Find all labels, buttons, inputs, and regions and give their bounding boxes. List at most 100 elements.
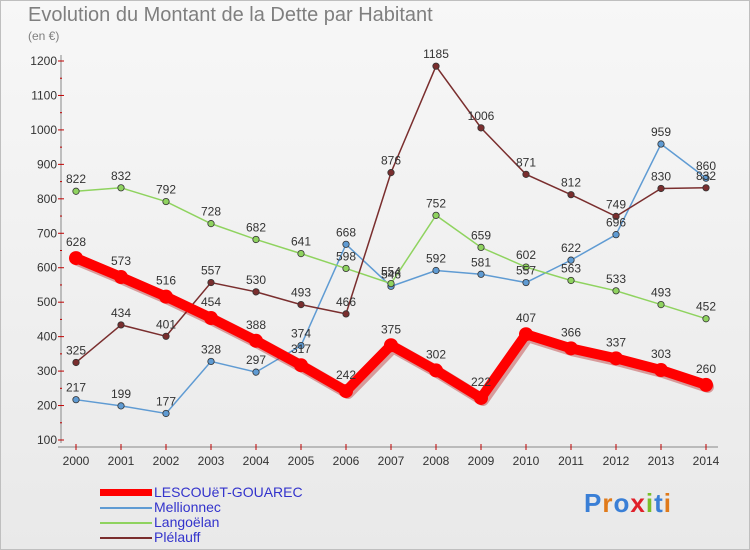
data-point <box>69 251 83 266</box>
data-point <box>564 341 578 356</box>
data-label: 222 <box>471 375 491 389</box>
data-label: 407 <box>516 311 536 325</box>
x-tick-label: 2014 <box>693 454 720 468</box>
legend-label: Langoëlan <box>154 514 220 530</box>
data-point <box>72 396 80 404</box>
data-point <box>117 321 125 329</box>
data-label: 516 <box>156 274 176 288</box>
data-point <box>207 357 215 366</box>
legend-label: Plélauff <box>154 529 201 545</box>
data-label: 668 <box>336 225 356 239</box>
legend-item-lescouet-gouarec[interactable]: LESCOUëT-GOUAREC <box>100 484 430 500</box>
data-point <box>339 384 353 399</box>
data-label: 557 <box>201 264 221 278</box>
data-label: 592 <box>426 251 446 265</box>
data-label: 812 <box>561 176 581 190</box>
data-point <box>612 287 620 295</box>
data-point <box>252 368 260 376</box>
y-axis-unit-label: (en €) <box>28 29 60 43</box>
x-tick-label: 2013 <box>648 454 675 468</box>
data-point <box>204 311 218 326</box>
legend-item-mellionnec[interactable]: Mellionnec <box>100 499 430 515</box>
data-point <box>567 191 575 199</box>
data-point <box>342 310 350 318</box>
logo-letter: i <box>663 488 672 518</box>
legend-item-plelauff[interactable]: Plélauff <box>100 529 430 545</box>
data-point <box>297 300 305 309</box>
data-label: 641 <box>291 235 311 249</box>
x-tick-label: 2009 <box>468 454 495 468</box>
legend: LESCOUëT-GOUAREC Mellionnec Langoëlan Pl… <box>100 484 430 545</box>
data-point <box>114 270 128 285</box>
y-tick-label: 1100 <box>31 88 57 102</box>
data-point <box>72 358 80 367</box>
data-point <box>609 351 623 366</box>
y-tick-label: 1000 <box>30 123 57 137</box>
data-label: 598 <box>336 249 356 263</box>
logo-letter: i <box>645 488 655 518</box>
data-label: 177 <box>156 394 176 408</box>
legend-swatch <box>100 489 152 496</box>
x-tick-label: 2003 <box>198 454 225 468</box>
data-label: 374 <box>291 327 311 341</box>
data-label: 366 <box>561 325 581 339</box>
data-point <box>567 276 575 285</box>
legend-swatch <box>100 522 152 524</box>
x-tick-label: 2008 <box>423 454 450 468</box>
x-tick-label: 2012 <box>603 454 630 468</box>
data-label: 493 <box>651 286 671 300</box>
data-label: 199 <box>111 387 131 401</box>
data-label: 297 <box>246 353 266 367</box>
data-point <box>249 333 263 348</box>
data-label: 337 <box>606 335 626 349</box>
data-point <box>522 170 530 178</box>
x-tick-label: 2005 <box>288 454 315 468</box>
data-point <box>654 363 668 378</box>
data-point <box>207 220 215 228</box>
data-label: 573 <box>111 254 131 268</box>
data-label: 860 <box>696 159 716 173</box>
data-point <box>432 211 440 219</box>
data-label: 466 <box>336 295 356 309</box>
x-tick-label: 2010 <box>513 454 540 468</box>
data-label: 533 <box>606 272 626 286</box>
data-label: 581 <box>471 255 491 269</box>
data-label: 1185 <box>423 47 449 61</box>
data-point <box>432 62 440 70</box>
data-point <box>702 184 710 192</box>
data-point <box>567 256 575 264</box>
data-point <box>297 341 305 350</box>
data-label: 317 <box>291 342 311 356</box>
y-tick-label: 400 <box>37 330 57 344</box>
data-label: 325 <box>66 343 86 357</box>
data-label: 832 <box>696 169 716 183</box>
data-point <box>477 270 485 278</box>
data-point <box>387 279 395 288</box>
data-point <box>159 289 173 304</box>
data-label: 242 <box>336 368 356 382</box>
data-point <box>522 278 530 287</box>
proxiti-logo: Proxiti <box>584 488 672 519</box>
y-tick-label: 1200 <box>30 54 57 68</box>
data-label: 388 <box>246 318 266 332</box>
x-tick-label: 2002 <box>153 454 180 468</box>
data-label: 454 <box>201 295 221 309</box>
data-point <box>702 174 710 182</box>
y-tick-label: 200 <box>37 399 57 413</box>
legend-item-langoelan[interactable]: Langoëlan <box>100 514 430 530</box>
data-label: 959 <box>651 125 671 139</box>
data-point <box>522 263 530 271</box>
data-point <box>297 250 305 258</box>
data-label: 434 <box>111 306 131 320</box>
y-tick-label: 600 <box>37 261 57 275</box>
logo-letter: o <box>613 488 631 518</box>
data-point <box>162 332 170 340</box>
data-point <box>162 197 170 206</box>
data-point <box>342 264 350 273</box>
x-tick-label: 2011 <box>558 454 584 468</box>
y-tick-label: 500 <box>37 295 57 309</box>
data-label: 752 <box>426 196 446 210</box>
data-label: 328 <box>201 342 221 356</box>
logo-letter: x <box>630 488 646 518</box>
